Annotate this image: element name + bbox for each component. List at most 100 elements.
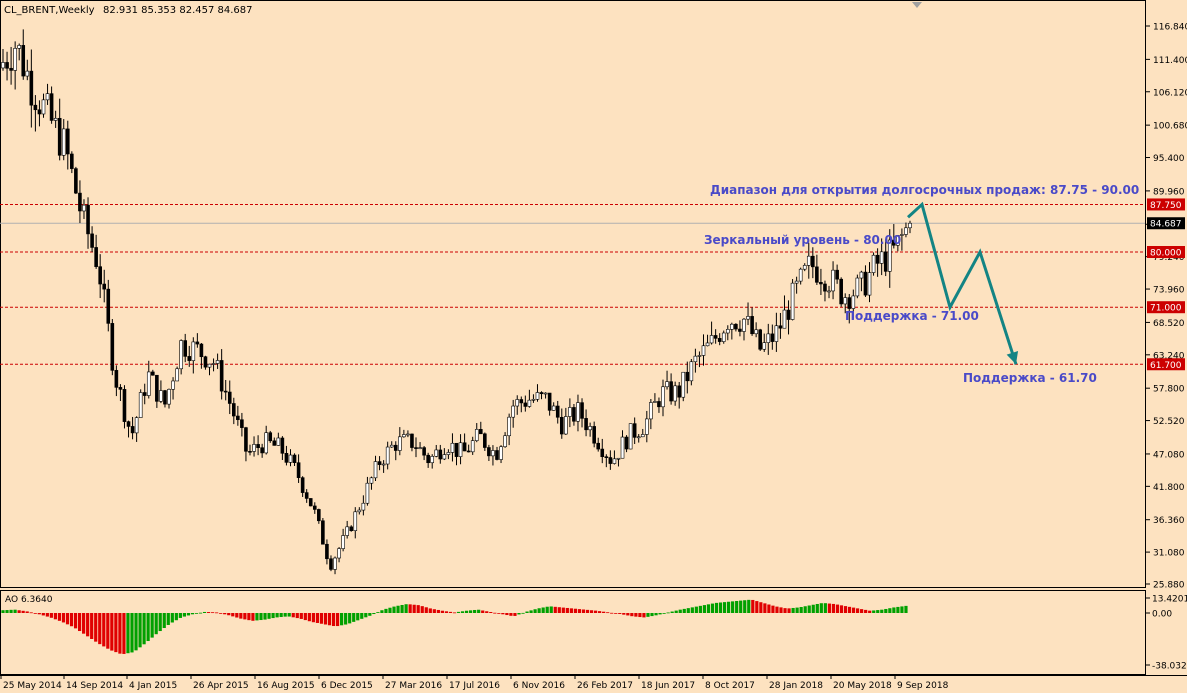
ao-bar-up <box>710 603 715 613</box>
candle-bear <box>163 390 167 405</box>
candle-bear <box>256 444 260 448</box>
ao-bar-up <box>392 606 396 613</box>
candle-bull <box>697 355 702 357</box>
chart-shift-marker[interactable] <box>912 2 922 8</box>
ao-bar-down <box>751 599 755 613</box>
ao-bar-down <box>118 613 122 654</box>
candle-bull <box>806 255 811 266</box>
level-price-badge <box>1147 358 1185 371</box>
candle-bull <box>766 333 771 343</box>
ao-bar-up <box>739 600 743 613</box>
candle-bear <box>102 283 107 290</box>
candle-bear <box>669 381 673 402</box>
ao-bar-up <box>130 613 134 653</box>
ao-bar-up <box>718 602 723 613</box>
candle-bear <box>713 335 718 339</box>
candle-bull <box>179 340 183 370</box>
candle-bull <box>191 341 196 361</box>
price-tick-label: 63.240 <box>1153 351 1185 361</box>
candle-bull <box>207 363 212 368</box>
candle-bull <box>742 318 746 332</box>
ao-bar-up <box>702 605 707 613</box>
ao-bar-up <box>166 613 170 625</box>
ao-bar-down <box>223 613 227 615</box>
ao-bar-down <box>57 613 62 621</box>
candle-bear <box>778 325 783 329</box>
candle-bear <box>685 371 690 382</box>
ao-bar-up <box>678 609 682 613</box>
ao-bar-up <box>537 608 541 613</box>
candle-bear <box>70 153 74 169</box>
time-tick-label: 18 Jun 2017 <box>641 681 695 691</box>
candle-bear <box>187 356 192 361</box>
candle-bull <box>252 444 256 452</box>
ao-bar-up <box>150 613 154 638</box>
candle-bull <box>503 435 507 448</box>
time-tick-label: 8 Oct 2017 <box>705 681 755 691</box>
time-tick-label: 20 May 2018 <box>833 681 892 691</box>
ao-bar-down <box>606 612 610 614</box>
ao-bar-down <box>767 604 771 613</box>
candle-bull <box>564 416 568 435</box>
ao-bar-up <box>529 610 533 613</box>
ao-bar-down <box>94 613 98 642</box>
candle-bull <box>645 418 649 435</box>
candle-bear <box>329 558 333 570</box>
ao-bar-up <box>190 613 195 615</box>
ao-bar-up <box>13 609 17 613</box>
ao-bar-up <box>892 607 896 613</box>
candle-bull <box>867 272 872 296</box>
ao-bar-down <box>206 612 211 613</box>
ao-bar-down <box>860 609 864 613</box>
ao-bar-down <box>448 611 453 613</box>
time-tick-label: 6 Dec 2015 <box>321 681 373 691</box>
ao-bar-down <box>102 613 106 647</box>
candle-bear <box>21 45 26 77</box>
ao-bar-down <box>215 612 219 614</box>
candle-bear <box>815 266 819 283</box>
ao-bar-down <box>21 610 25 613</box>
candle-bull <box>628 423 633 450</box>
ao-bar-down <box>110 613 114 651</box>
main-plot-frame <box>0 0 1146 588</box>
candle-bull <box>831 269 835 292</box>
price-tick-label: 52.520 <box>1153 417 1185 427</box>
candle-bull <box>535 392 540 400</box>
candle-bull <box>288 454 293 463</box>
candle-bear <box>304 492 309 499</box>
candle-bear <box>786 309 791 320</box>
time-tick-label: 14 Sep 2014 <box>66 681 123 691</box>
ao-bar-down <box>759 602 763 613</box>
candle-bear <box>78 192 82 212</box>
ao-bar-down <box>485 611 489 613</box>
candle-bull <box>491 450 495 457</box>
candle-bull <box>754 329 758 335</box>
ao-bar-up <box>654 613 658 616</box>
ao-bar-down <box>323 613 328 625</box>
candle-bull <box>693 355 698 363</box>
ao-bar-up <box>464 610 469 613</box>
candle-bear <box>875 254 880 264</box>
candle-bear <box>600 448 605 457</box>
candle-bull <box>353 511 358 531</box>
ao-bar-up <box>666 612 670 614</box>
candle-bear <box>539 392 544 395</box>
ao-bar-up <box>182 613 186 617</box>
ao-bar-up <box>259 613 263 621</box>
ao-bar-down <box>593 610 598 613</box>
ao-bar-up <box>460 611 465 613</box>
candle-bull <box>45 93 50 101</box>
candle-bear <box>74 168 78 194</box>
ao-bar-up <box>372 613 376 615</box>
ao-bar-down <box>577 609 582 613</box>
ao-bar-down <box>827 603 831 613</box>
candle-bear <box>284 452 289 463</box>
candle-bull <box>636 436 641 439</box>
ao-bar-down <box>779 607 783 613</box>
ao-bar-up <box>356 613 360 621</box>
ao-bar-down <box>251 613 255 621</box>
ao-bar-up <box>807 605 811 613</box>
ao-bar-up <box>791 607 795 613</box>
candle-bull <box>612 458 617 464</box>
